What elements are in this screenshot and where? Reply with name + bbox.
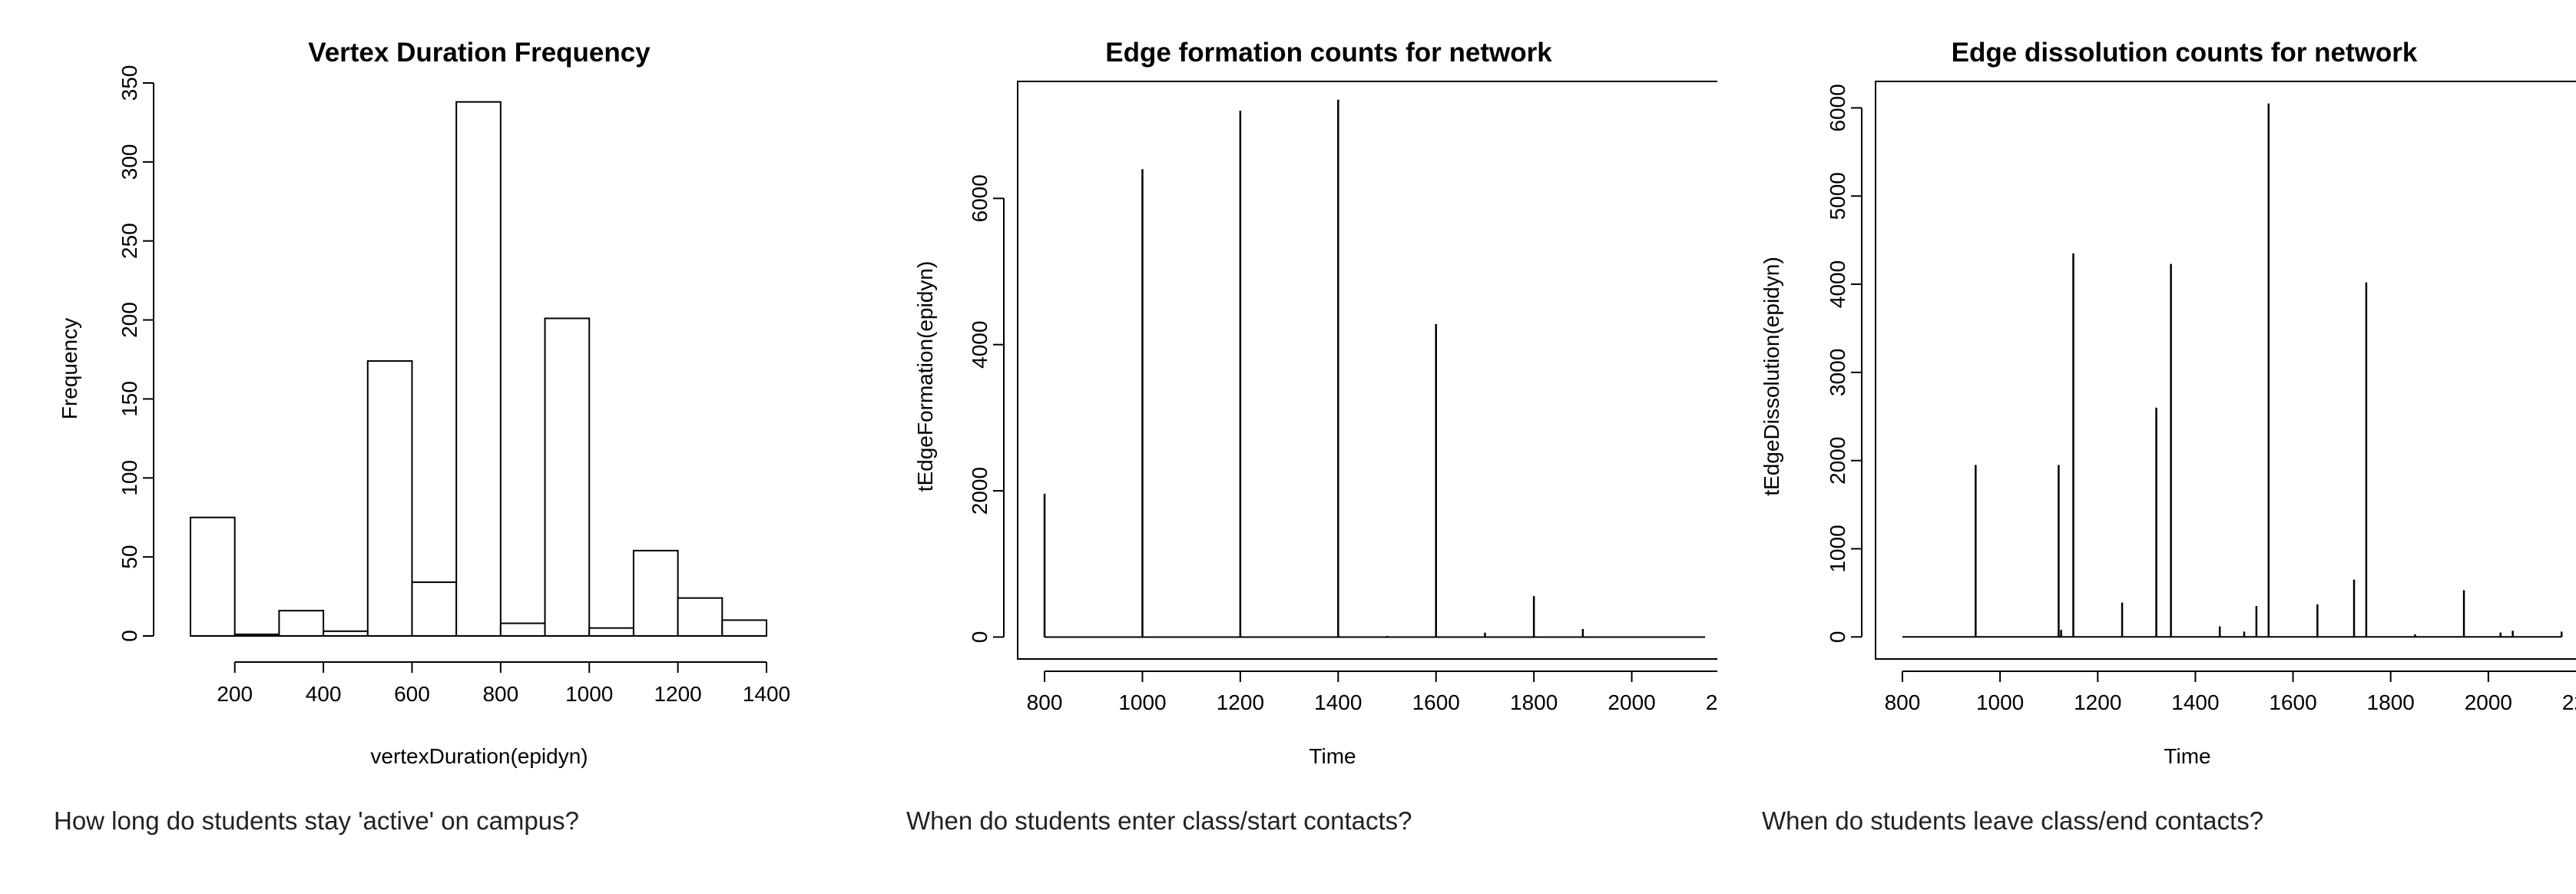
y-tick-label: 0	[968, 631, 992, 644]
y-tick-label: 4000	[1826, 260, 1849, 308]
x-tick-label: 2000	[1608, 690, 1655, 714]
plot-frame	[1018, 81, 1717, 659]
y-axis: 0 2000 4000 6000	[968, 174, 1004, 643]
x-axis: 800 1000 1200 1400 1600 1800 2000 2200	[1027, 671, 1717, 714]
y-tick-label: 4000	[968, 321, 992, 369]
y-tick-label: 1000	[1826, 525, 1849, 572]
y-tick-label: 50	[118, 545, 141, 569]
x-axis-label: Time	[2164, 744, 2210, 768]
x-axis: 800 1000 1200 1400 1600 1800 2000 2200	[1885, 671, 2576, 714]
histogram-bar	[412, 582, 456, 636]
y-tick-label: 6000	[1826, 84, 1849, 131]
x-tick-label: 400	[306, 682, 342, 706]
edge-dissolution-panel: Edge dissolution counts for network Time…	[1717, 0, 2576, 894]
y-tick-label: 300	[118, 144, 141, 180]
histogram-bar	[678, 598, 723, 636]
histogram-bar	[634, 551, 678, 636]
histogram-bar	[589, 628, 634, 636]
x-tick-label: 1400	[743, 682, 790, 706]
x-tick-label: 2200	[2562, 690, 2576, 714]
y-tick-label: 350	[118, 65, 141, 101]
x-tick-label: 800	[482, 682, 518, 706]
x-tick-label: 1400	[1314, 690, 1362, 714]
y-tick-label: 0	[1826, 631, 1849, 644]
chart-caption: How long do students stay 'active' on ca…	[54, 806, 579, 836]
edge-formation-panel: Edge formation counts for network Time t…	[859, 0, 1717, 894]
x-tick-label: 1000	[1976, 690, 2024, 714]
chart-caption: When do students enter class/start conta…	[906, 806, 1412, 836]
y-tick-label: 6000	[968, 174, 992, 222]
x-tick-label: 200	[217, 682, 253, 706]
y-axis: 0 1000 2000 3000 4000 5000 6000	[1826, 84, 1862, 643]
vertex-duration-panel: Vertex Duration Frequency vertexDuration…	[0, 0, 859, 894]
y-axis-label: tEdgeFormation(epidyn)	[913, 261, 937, 492]
histogram-bar	[456, 102, 501, 636]
edge-dissolution-chart: Edge dissolution counts for network Time…	[1717, 0, 2576, 768]
x-tick-label: 1600	[1412, 690, 1460, 714]
y-axis: 0 50 100 150 200 250 300 350	[118, 65, 154, 642]
x-tick-label: 1200	[1217, 690, 1264, 714]
chart-caption: When do students leave class/end contact…	[1762, 806, 2263, 836]
histogram-bar	[722, 620, 767, 636]
vertex-duration-histogram: Vertex Duration Frequency vertexDuration…	[0, 0, 859, 768]
x-tick-label: 600	[394, 682, 430, 706]
chart-title: Vertex Duration Frequency	[308, 38, 651, 68]
dissolution-spikes	[1902, 104, 2561, 637]
x-tick-label: 1200	[654, 682, 701, 706]
y-tick-label: 200	[118, 302, 141, 338]
x-axis-label: vertexDuration(epidyn)	[370, 744, 588, 768]
y-tick-label: 100	[118, 460, 141, 496]
edge-formation-chart: Edge formation counts for network Time t…	[859, 0, 1717, 768]
x-tick-label: 1200	[2074, 690, 2121, 714]
x-tick-label: 1000	[565, 682, 613, 706]
y-tick-label: 5000	[1826, 172, 1849, 220]
histogram-bars	[190, 102, 767, 636]
y-axis-label: tEdgeDissolution(epidyn)	[1760, 257, 1783, 495]
y-tick-label: 2000	[968, 467, 992, 515]
histogram-bar	[501, 624, 545, 636]
y-tick-label: 3000	[1826, 349, 1849, 396]
y-tick-label: 250	[118, 223, 141, 259]
histogram-bar	[545, 319, 590, 636]
x-tick-label: 2000	[2465, 690, 2512, 714]
x-tick-label: 2200	[1706, 690, 1717, 714]
x-axis: 200 400 600 800 1000 1200 1400	[217, 662, 790, 706]
histogram-bar	[190, 518, 235, 636]
x-tick-label: 1600	[2269, 690, 2316, 714]
x-axis-label: Time	[1309, 744, 1356, 768]
x-tick-label: 1000	[1118, 690, 1166, 714]
y-tick-label: 2000	[1826, 437, 1849, 485]
chart-title: Edge dissolution counts for network	[1952, 38, 2418, 68]
y-axis-label: Frequency	[58, 318, 81, 419]
x-tick-label: 800	[1027, 690, 1063, 714]
x-tick-label: 1800	[2367, 690, 2415, 714]
histogram-bar	[235, 634, 280, 636]
histogram-bar	[323, 631, 368, 636]
x-tick-label: 1800	[1510, 690, 1558, 714]
chart-title: Edge formation counts for network	[1105, 38, 1552, 68]
y-tick-label: 0	[118, 630, 141, 642]
formation-spikes	[1045, 100, 1705, 637]
plot-frame	[1876, 81, 2576, 659]
histogram-bar	[368, 361, 412, 636]
x-tick-label: 800	[1885, 690, 1921, 714]
x-tick-label: 1400	[2171, 690, 2219, 714]
y-tick-label: 150	[118, 381, 141, 417]
histogram-bar	[279, 611, 323, 636]
